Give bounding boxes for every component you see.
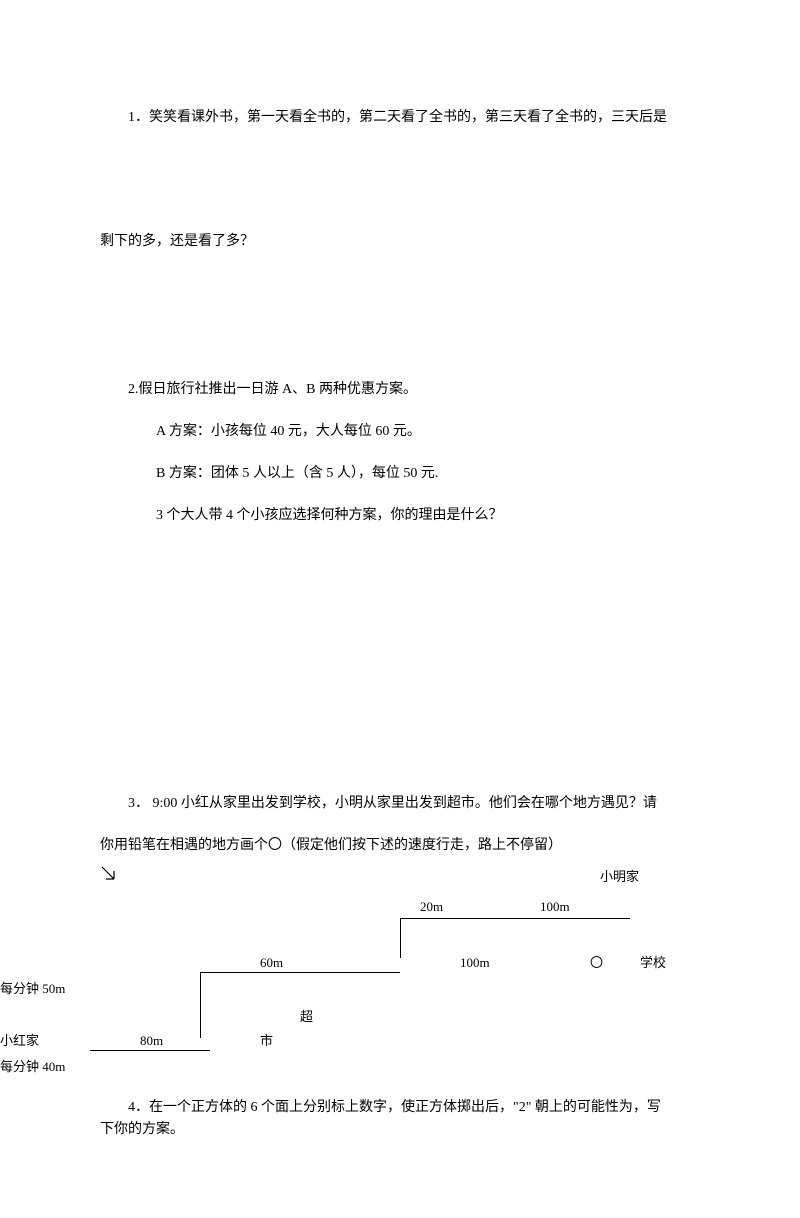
path-diagram: 小明家 20m 100m 60m 100m 〇 学校 每分钟 50m 超 小红家… [100,864,700,1084]
label-shi: 市 [260,1028,273,1054]
question-4-line1: 4．在一个正方体的 6 个面上分别标上数字，使正方体掷出后，"2" 朝上的可能性… [100,1094,700,1122]
label-speed-50: 每分钟 50m [0,976,65,1002]
label-speed-40: 每分钟 40m [0,1054,65,1080]
label-100m-b: 100m [460,950,490,976]
label-school: 学校 [640,950,666,976]
question-2-title: 2.假日旅行社推出一日游 A、B 两种优惠方案。 [100,376,700,404]
v-line-mid [200,972,201,1038]
question-2-plan-a: A 方案：小孩每位 40 元，大人每位 60 元。 [100,418,700,446]
circle-marker: 〇 [590,950,603,976]
question-2-ask: 3 个大人带 4 个小孩应选择何种方案，你的理由是什么？ [100,502,700,530]
v-line-top [400,918,401,958]
question-1-line2: 剩下的多，还是看了多？ [100,228,700,256]
h-line-top [400,918,630,919]
question-3-line1: 3． 9:00 小红从家里出发到学校，小明从家里出发到超市。他们会在哪个地方遇见… [100,790,700,818]
h-line-mid [200,972,400,973]
label-chao: 超 [300,1004,313,1030]
label-20m: 20m [420,894,443,920]
label-100m-a: 100m [540,894,570,920]
question-3-line2: 你用铅笔在相遇的地方画个〇（假定他们按下述的速度行走，路上不停留） [100,832,700,860]
h-line-bottom [90,1050,210,1051]
arrow-icon [100,865,116,881]
label-xiaohong-home: 小红家 [0,1028,39,1054]
question-2-plan-b: B 方案：团体 5 人以上（含 5 人），每位 50 元. [100,460,700,488]
label-xiaoming-home: 小明家 [600,864,639,890]
question-1-line1: 1．笑笑看课外书，第一天看全书的，第二天看了全书的，第三天看了全书的，三天后是 [100,104,700,132]
